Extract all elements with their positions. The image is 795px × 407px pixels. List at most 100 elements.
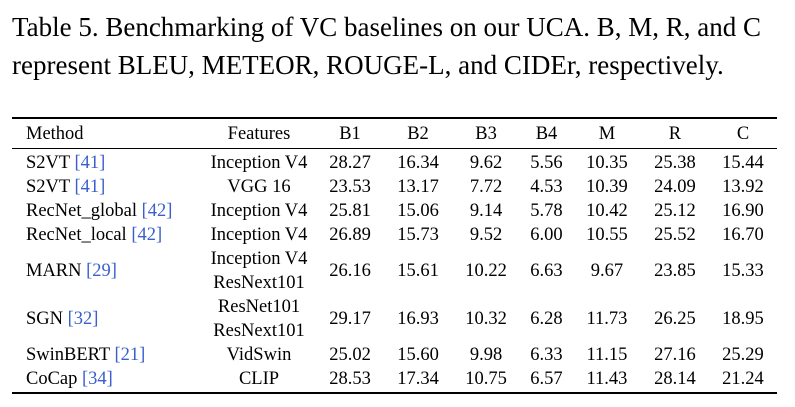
citation-link[interactable]: [21]: [114, 345, 146, 365]
cell-m: 10.55: [586, 225, 628, 245]
cell-b2: 15.60: [397, 345, 439, 365]
table-row: CoCap [34] CLIP 28.53 17.34 10.75 6.57 11.43 28…: [12, 367, 777, 391]
citation-link[interactable]: [41]: [74, 153, 106, 173]
cell-b3: 10.32: [465, 309, 507, 329]
cell-features: Inception V4: [202, 223, 316, 247]
feature-name: ResNet101: [217, 297, 301, 317]
cell-method: SwinBERT [21]: [12, 343, 202, 367]
header-b2: B2: [407, 123, 429, 144]
method-name: CoCap: [26, 369, 78, 389]
cell-b3: 9.98: [469, 345, 503, 365]
cell-b2: 16.93: [397, 309, 439, 329]
cell-c: 15.33: [722, 261, 764, 281]
header-method: Method: [26, 123, 84, 144]
citation-link[interactable]: [41]: [74, 177, 106, 197]
feature-name: Inception V4: [210, 201, 308, 221]
cell-c: 15.44: [722, 153, 764, 173]
citation-link[interactable]: [42]: [141, 201, 173, 221]
cell-features: VidSwin: [202, 343, 316, 367]
method-name: S2VT: [26, 177, 70, 197]
cell-b4: 6.57: [530, 369, 563, 389]
cell-method: S2VT [41]: [12, 175, 202, 199]
cell-m: 10.35: [586, 153, 628, 173]
cell-b4: 6.00: [530, 225, 563, 245]
feature-name: Inception V4: [210, 225, 308, 245]
cell-b2: 13.17: [397, 177, 439, 197]
cell-method: RecNet_local [42]: [12, 223, 202, 247]
cell-m: 9.67: [590, 261, 624, 281]
cell-method: SGN [32]: [12, 295, 202, 343]
cell-features: Inception V4: [202, 148, 316, 175]
cell-c: 13.92: [722, 177, 764, 197]
cell-b3: 10.75: [465, 369, 507, 389]
cell-features: Inception V4: [202, 199, 316, 223]
cell-m: 10.42: [586, 201, 628, 221]
cell-m: 11.15: [586, 345, 628, 365]
table-row: SwinBERT [21] VidSwin 25.02 15.60 9.98 6.33 11…: [12, 343, 777, 367]
cell-b4: 4.53: [530, 177, 563, 197]
cell-r: 25.12: [654, 201, 696, 221]
citation-link[interactable]: [42]: [131, 225, 163, 245]
cell-b1: 25.81: [329, 201, 371, 221]
cell-b1: 26.16: [329, 261, 371, 281]
table-row: S2VT [41] VGG 16 23.53 13.17 7.72 4.53 10.39 24…: [12, 175, 777, 199]
cell-r: 23.85: [654, 261, 696, 281]
cell-m: 11.43: [586, 369, 628, 389]
cell-b2: 17.34: [397, 369, 439, 389]
benchmark-table: Method Features B1 B2 B3 B4 M R C S2VT […: [12, 119, 777, 391]
method-name: S2VT: [26, 153, 70, 173]
citation-link[interactable]: [34]: [82, 369, 113, 389]
cell-b1: 23.53: [329, 177, 371, 197]
table-body: S2VT [41] Inception V4 28.27 16.34 9.62 5.56 1…: [12, 148, 777, 391]
cell-b2: 15.73: [397, 225, 439, 245]
cell-b4: 5.56: [530, 153, 563, 173]
table-header-rule: [12, 148, 777, 149]
cell-c: 16.70: [722, 225, 764, 245]
cell-b3: 7.72: [469, 177, 503, 197]
table-top-rule: [12, 117, 777, 119]
table-caption: Table 5. Benchmarking of VC baselines on…: [12, 12, 762, 80]
header-b4: B4: [535, 123, 558, 144]
citation-link[interactable]: [29]: [86, 261, 117, 281]
method-name: MARN: [26, 261, 82, 281]
table-row: MARN [29] Inception V4 ResNext101 26.16 15.6…: [12, 247, 777, 295]
header-b1: B1: [339, 123, 361, 144]
cell-c: 21.24: [722, 369, 764, 389]
cell-m: 11.73: [586, 309, 628, 329]
cell-b4: 6.63: [530, 261, 563, 281]
cell-b2: 15.06: [397, 201, 439, 221]
cell-b1: 28.27: [329, 153, 371, 173]
cell-r: 25.38: [654, 153, 696, 173]
cell-b3: 9.62: [469, 153, 503, 173]
cell-b3: 9.14: [469, 201, 503, 221]
cell-features: CLIP: [202, 367, 316, 391]
cell-c: 25.29: [722, 345, 764, 365]
cell-b4: 6.33: [530, 345, 563, 365]
feature-name: CLIP: [238, 369, 280, 389]
cell-b2: 15.61: [397, 261, 439, 281]
feature-name: Inception V4: [210, 153, 308, 173]
header-features: Features: [227, 123, 291, 144]
table-bottom-rule: [12, 392, 777, 394]
cell-b1: 29.17: [329, 309, 371, 329]
citation-link[interactable]: [32]: [67, 309, 99, 329]
cell-features: Inception V4 ResNext101: [202, 247, 316, 295]
cell-b3: 9.52: [469, 225, 503, 245]
method-name: RecNet_local: [26, 225, 127, 245]
feature-name: VidSwin: [226, 345, 292, 365]
cell-features: VGG 16: [202, 175, 316, 199]
feature-name: Inception V4: [210, 249, 308, 269]
header-m: M: [598, 123, 616, 144]
feature-name: VGG 16: [227, 177, 291, 197]
cell-c: 18.95: [722, 309, 764, 329]
cell-method: CoCap [34]: [12, 367, 202, 391]
cell-r: 24.09: [654, 177, 696, 197]
cell-r: 27.16: [654, 345, 696, 365]
cell-b1: 28.53: [329, 369, 371, 389]
header-r: R: [668, 123, 682, 144]
cell-features: ResNet101 ResNext101: [202, 295, 316, 343]
table-header-row: Method Features B1 B2 B3 B4 M R C: [12, 119, 777, 148]
method-name: SGN: [26, 309, 64, 329]
cell-b4: 6.28: [530, 309, 563, 329]
